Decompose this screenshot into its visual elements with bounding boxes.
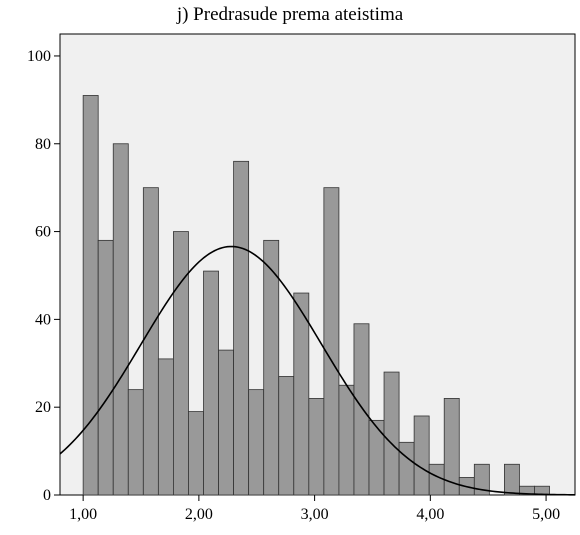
x-tick-label: 4,00 (416, 506, 444, 523)
y-tick-label: 0 (43, 487, 51, 504)
axes: 0 20 40 60 80 100 1,00 2,00 3,00 4,00 5,00 (27, 48, 560, 523)
histogram-bar (233, 160, 250, 496)
y-tick-label: 60 (35, 224, 51, 241)
histogram-bar (293, 292, 310, 496)
x-tick-label: 3,00 (301, 506, 329, 523)
histogram-bar (473, 463, 490, 496)
y-tick-label: 80 (35, 136, 51, 153)
y-tick-label: 100 (27, 48, 51, 65)
histogram-bar (142, 187, 159, 496)
histogram-bar (188, 411, 204, 496)
histogram-bar (353, 323, 370, 496)
histogram-bar (338, 384, 355, 496)
histogram-bar (203, 270, 219, 496)
histogram-bar (383, 371, 400, 496)
chart-title: j) Predrasude prema ateistima (176, 4, 404, 25)
y-tick-label: 40 (35, 311, 51, 328)
x-tick-label: 5,00 (532, 506, 560, 523)
histogram-bar (263, 239, 280, 496)
histogram-bar (503, 463, 520, 496)
histogram-bar (323, 187, 340, 496)
histogram-bar (112, 143, 129, 496)
histogram-bar (97, 239, 114, 496)
histogram-bar (173, 231, 189, 496)
histogram-bar (82, 95, 99, 496)
histogram-bar (443, 398, 460, 496)
x-tick-label: 1,00 (69, 506, 97, 523)
histogram-bar (428, 463, 445, 496)
histogram-bar (308, 398, 325, 496)
histogram-bar (248, 389, 265, 496)
histogram-bar (413, 415, 430, 496)
histogram-bar (218, 349, 234, 496)
normal-curve (59, 245, 576, 496)
y-tick-label: 20 (35, 399, 51, 416)
histogram-bar (398, 441, 415, 496)
histogram-bar (368, 419, 385, 496)
histogram-bar (127, 389, 144, 496)
histogram-bar (157, 358, 174, 496)
x-tick-label: 2,00 (185, 506, 213, 523)
histogram-bar (278, 376, 295, 496)
histogram-bars (82, 95, 550, 496)
